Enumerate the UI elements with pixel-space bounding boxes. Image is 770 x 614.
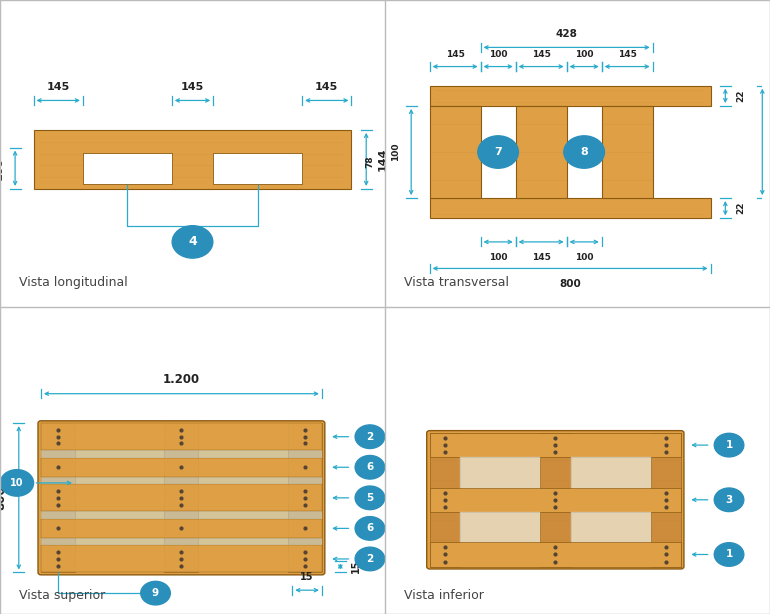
Text: 100: 100 [575, 50, 594, 58]
Bar [41, 423, 75, 572]
Text: 15: 15 [351, 560, 361, 573]
Text: 145: 145 [532, 253, 551, 262]
Text: 3: 3 [725, 495, 733, 505]
Text: Vista transversal: Vista transversal [403, 276, 509, 289]
Circle shape [564, 136, 604, 168]
Text: 15: 15 [300, 572, 314, 582]
Bar [41, 476, 322, 484]
Circle shape [141, 581, 170, 605]
Bar [651, 433, 681, 567]
Text: 6: 6 [367, 462, 373, 472]
Bar [41, 450, 322, 458]
Text: 145: 145 [315, 82, 339, 93]
Bar [41, 484, 322, 511]
Bar [34, 130, 351, 189]
Bar [430, 198, 711, 219]
Bar [516, 106, 567, 198]
Bar [601, 106, 653, 198]
Circle shape [715, 543, 744, 566]
Bar [83, 153, 172, 184]
Bar [571, 457, 651, 488]
Bar [540, 433, 571, 567]
Bar [430, 106, 480, 198]
Text: 145: 145 [46, 82, 70, 93]
FancyBboxPatch shape [427, 430, 684, 569]
Bar [213, 153, 302, 184]
Text: 145: 145 [181, 82, 204, 93]
Text: 2: 2 [367, 432, 373, 441]
Text: 1: 1 [725, 440, 733, 450]
Bar [288, 423, 322, 572]
Text: 4: 4 [188, 235, 197, 249]
Circle shape [715, 433, 744, 457]
Circle shape [0, 470, 34, 496]
Bar [41, 538, 322, 545]
Text: 428: 428 [556, 29, 578, 39]
Text: 9: 9 [152, 588, 159, 598]
Text: 8: 8 [581, 147, 588, 157]
Text: 100: 100 [489, 253, 507, 262]
Bar [430, 542, 681, 567]
Text: 145: 145 [446, 50, 464, 58]
Circle shape [172, 226, 213, 258]
Text: 1: 1 [725, 550, 733, 559]
Circle shape [715, 488, 744, 511]
Bar [41, 545, 322, 572]
Text: 800: 800 [559, 279, 581, 289]
Text: 22: 22 [736, 202, 745, 214]
Bar [41, 511, 322, 519]
Bar [430, 433, 460, 567]
Text: 144: 144 [377, 147, 387, 171]
Bar [165, 423, 199, 572]
Text: 10: 10 [10, 478, 24, 488]
Circle shape [355, 456, 385, 479]
Text: 145: 145 [618, 50, 637, 58]
Bar [460, 457, 540, 488]
Text: Vista longitudinal: Vista longitudinal [18, 276, 128, 289]
Text: Vista inferior: Vista inferior [403, 589, 484, 602]
Text: 100: 100 [391, 143, 400, 161]
Text: 1.200: 1.200 [162, 373, 200, 386]
Text: 100: 100 [575, 253, 594, 262]
Circle shape [355, 547, 385, 571]
Text: 78: 78 [365, 156, 374, 168]
Bar [430, 86, 711, 106]
Bar [460, 512, 540, 542]
Bar [430, 433, 681, 457]
Text: 145: 145 [532, 50, 551, 58]
Text: 100: 100 [0, 157, 4, 180]
Text: 22: 22 [736, 90, 745, 102]
Text: 100: 100 [489, 50, 507, 58]
Text: 6: 6 [367, 523, 373, 534]
Circle shape [355, 486, 385, 510]
Bar [571, 512, 651, 542]
Text: 5: 5 [367, 493, 373, 503]
Bar [41, 423, 322, 450]
Bar [430, 488, 681, 512]
Text: 800: 800 [0, 486, 8, 510]
Text: Vista superior: Vista superior [18, 589, 105, 602]
Text: 7: 7 [494, 147, 502, 157]
FancyBboxPatch shape [38, 421, 325, 575]
Circle shape [355, 516, 385, 540]
Bar [41, 519, 322, 538]
Circle shape [478, 136, 518, 168]
Text: 2: 2 [367, 554, 373, 564]
Circle shape [355, 425, 385, 448]
Bar [41, 458, 322, 476]
